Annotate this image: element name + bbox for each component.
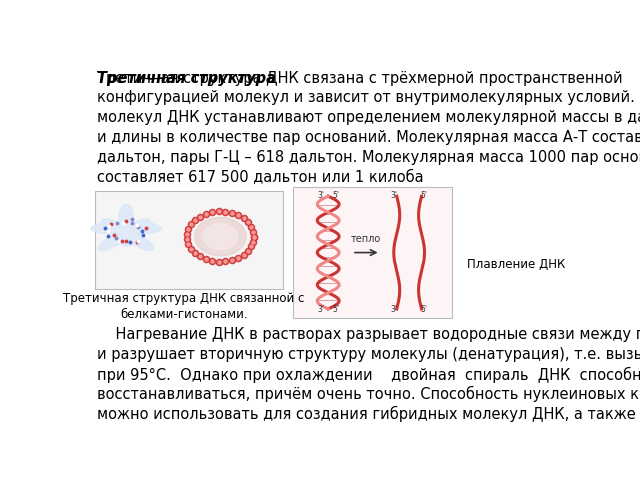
Text: 5': 5' (420, 191, 428, 200)
FancyBboxPatch shape (95, 191, 284, 288)
Polygon shape (91, 204, 161, 251)
Text: Нагревание ДНК в растворах разрывает водородные связи между парами оснований: Нагревание ДНК в растворах разрывает вод… (97, 327, 640, 342)
Text: составляет 617 500 дальтон или 1 килоба: составляет 617 500 дальтон или 1 килоба (97, 169, 424, 184)
Text: молекул ДНК устанавливают определением молекулярной массы в дальтонах: молекул ДНК устанавливают определением м… (97, 110, 640, 125)
Text: можно использовать для создания гибридных молекул ДНК, а также в таксономии.: можно использовать для создания гибридны… (97, 406, 640, 422)
Text: Плавление ДНК: Плавление ДНК (467, 258, 565, 271)
Text: и разрушает вторичную структуру молекулы (денатурация), т.е. вызывает плавление : и разрушает вторичную структуру молекулы… (97, 347, 640, 362)
Text: белками-гистонами.: белками-гистонами. (120, 308, 248, 321)
Text: тепло: тепло (351, 234, 381, 244)
Text: 3': 3' (317, 305, 324, 314)
Text: дальтон, пары Г-Ц – 618 дальтон. Молекулярная масса 1000 пар оснований: дальтон, пары Г-Ц – 618 дальтон. Молекул… (97, 150, 640, 165)
Text: 3': 3' (391, 191, 398, 200)
Text: Третичная структура ДНК связанной с: Третичная структура ДНК связанной с (63, 292, 305, 305)
Text: 3': 3' (317, 191, 324, 200)
Text: 3': 3' (391, 305, 398, 314)
Text: и длины в количестве пар оснований. Молекулярная масса А-Т составляет 617: и длины в количестве пар оснований. Моле… (97, 130, 640, 145)
Text: при 95°С.  Однако при охлаждении    двойная  спираль  ДНК  способна  быстро: при 95°С. Однако при охлаждении двойная … (97, 367, 640, 383)
Text: 5': 5' (332, 191, 339, 200)
Text: 5': 5' (332, 305, 339, 314)
Polygon shape (203, 224, 237, 250)
Text: конфигурацией молекул и зависит от внутримолекулярных условий. Размеры: конфигурацией молекул и зависит от внутр… (97, 90, 640, 105)
Text: Третичная структура: Третичная структура (97, 71, 276, 85)
Text: 5': 5' (420, 305, 428, 314)
FancyBboxPatch shape (293, 187, 452, 318)
Text: восстанавливаться, причём очень точно. Способность нуклеиновых кислот к ренатура: восстанавливаться, причём очень точно. С… (97, 386, 640, 402)
Polygon shape (195, 217, 246, 256)
Text: Третичная структура ДНК связана с трёхмерной пространственной: Третичная структура ДНК связана с трёхме… (97, 71, 623, 85)
